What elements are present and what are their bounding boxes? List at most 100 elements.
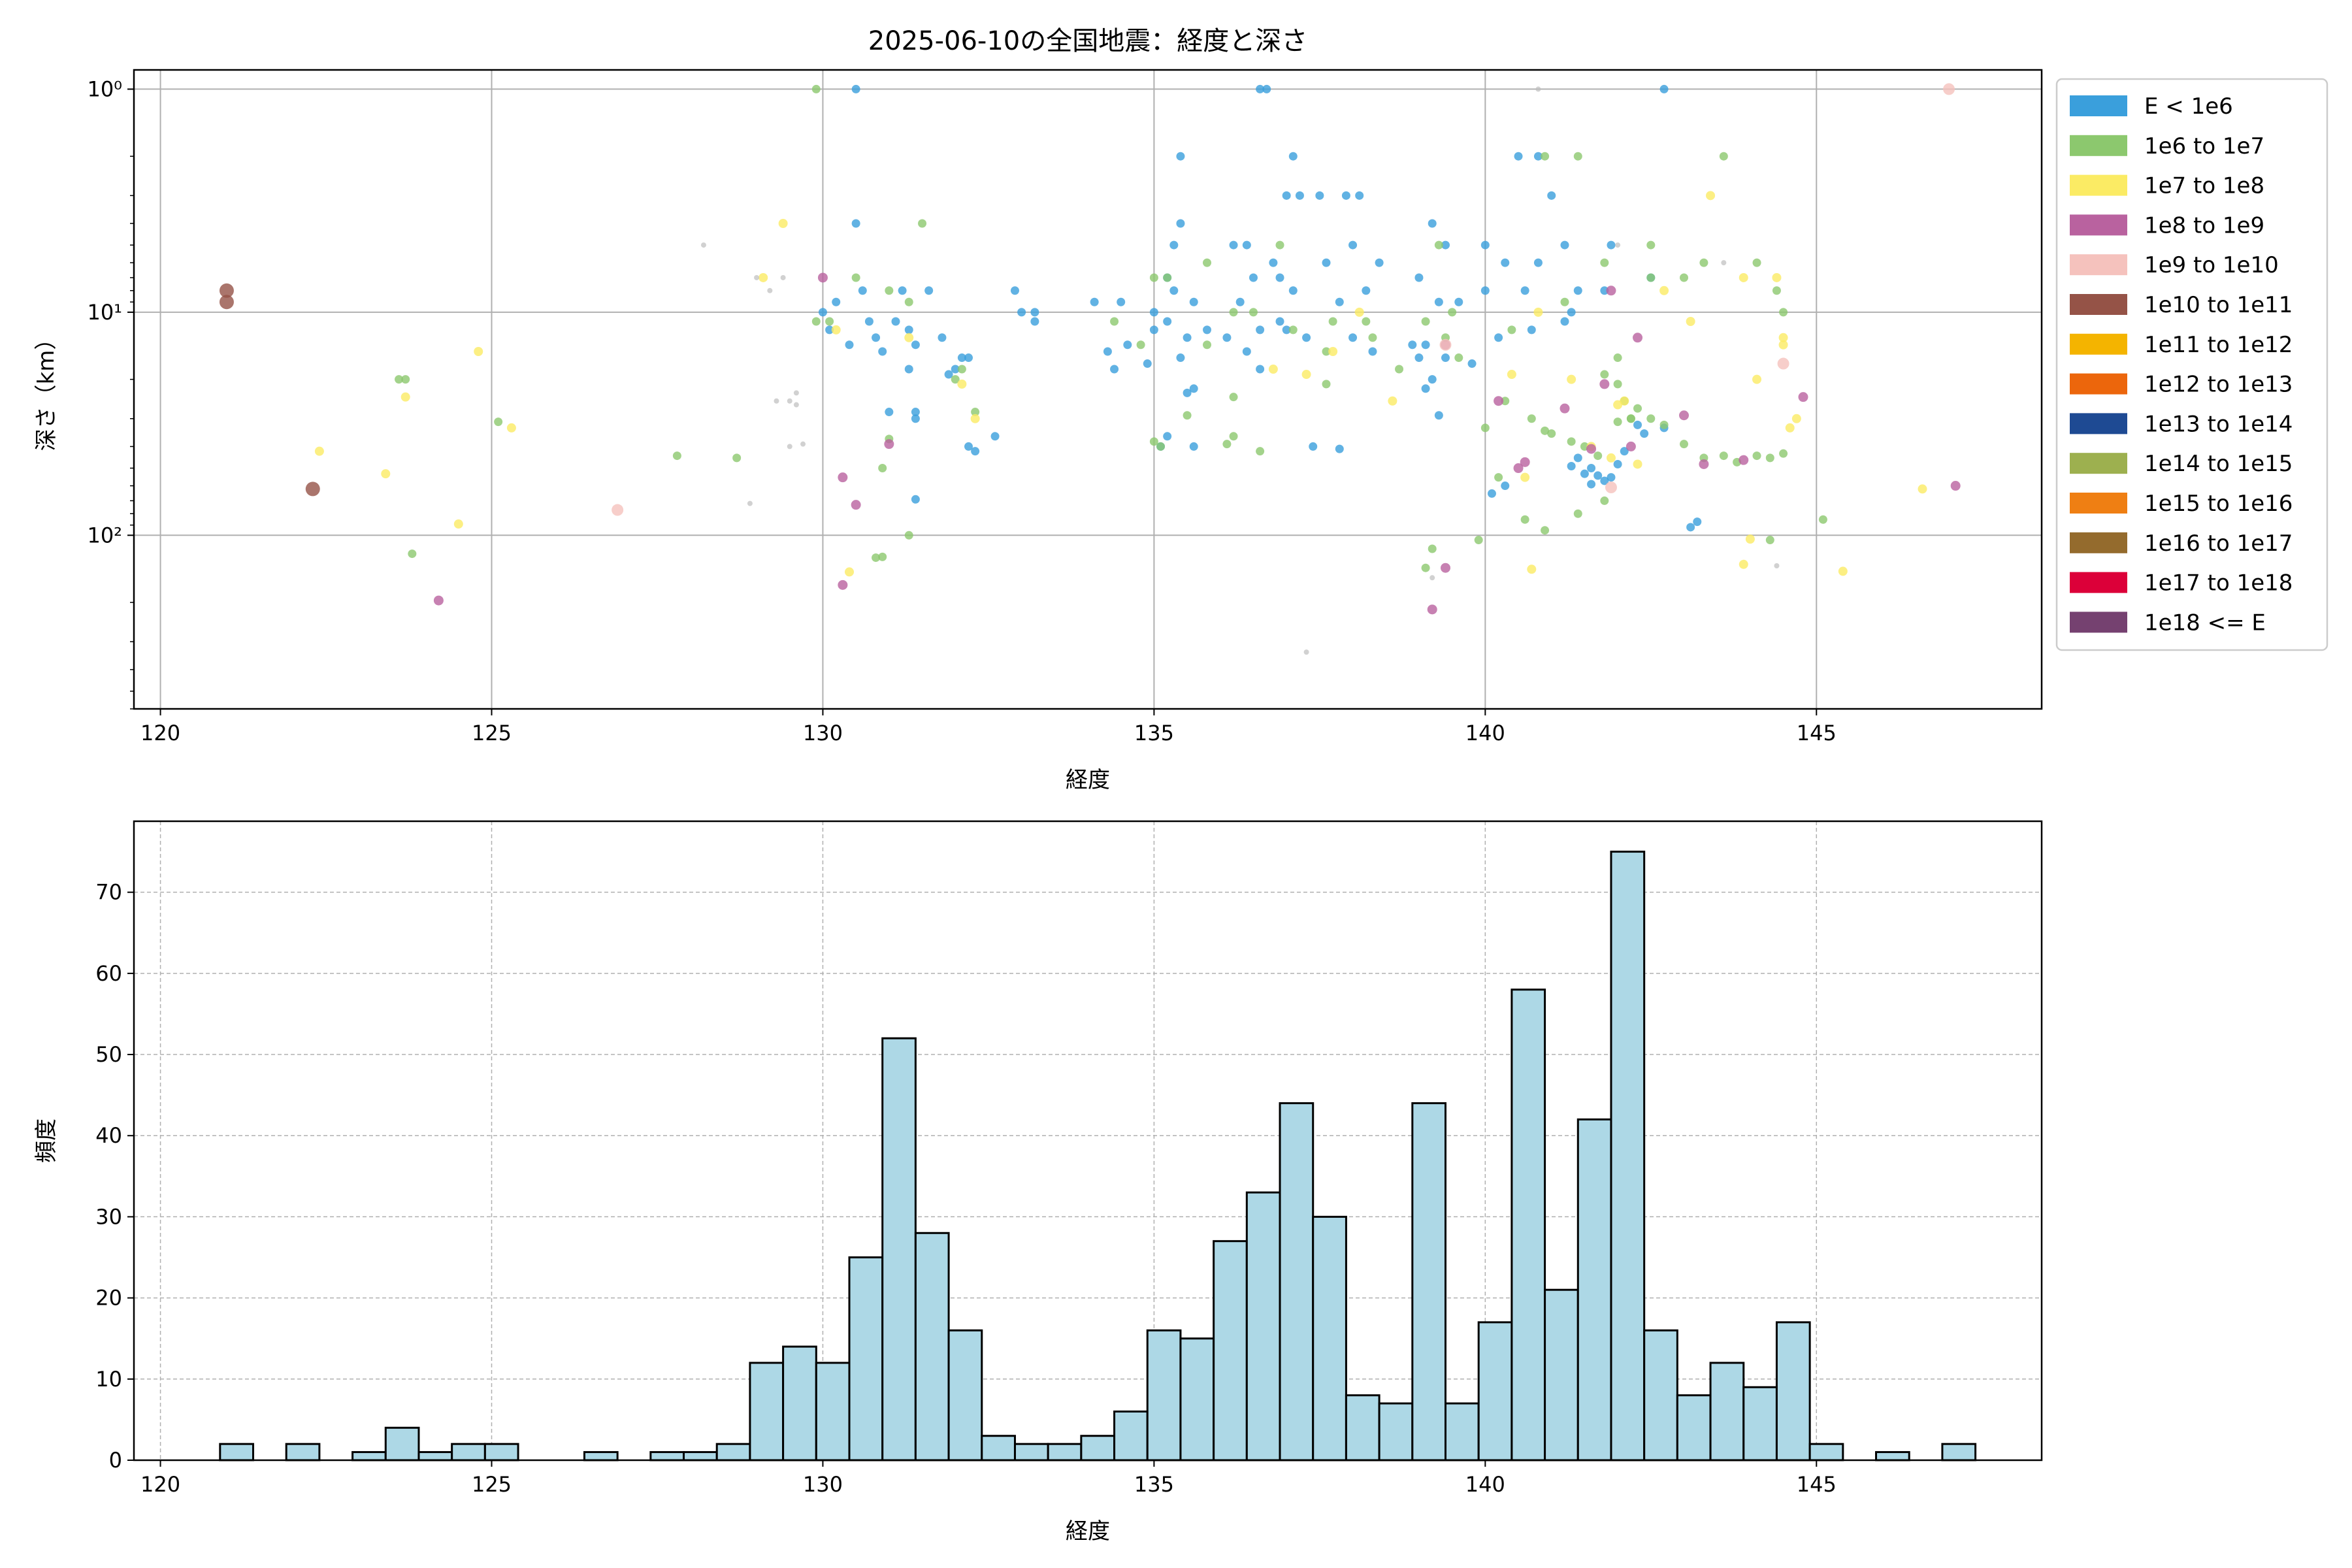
scatter-point <box>1719 451 1728 461</box>
scatter-point <box>1615 242 1621 248</box>
scatter-point <box>904 531 913 540</box>
scatter-point <box>1613 380 1622 389</box>
scatter-point <box>305 482 320 497</box>
histogram-bar <box>1775 1321 1811 1462</box>
scatter-point <box>1156 442 1166 451</box>
scatter-point <box>1362 317 1371 326</box>
scatter-point <box>1183 333 1192 342</box>
scatter-point <box>1354 307 1364 317</box>
scatter-point <box>1143 359 1152 368</box>
scatter-point <box>612 504 624 516</box>
scatter-point <box>1256 325 1265 335</box>
scatter-point <box>800 441 806 447</box>
scatter-point <box>1719 152 1728 161</box>
scatter-point <box>754 274 760 280</box>
scatter-point <box>1288 152 1298 161</box>
scatter-point <box>831 325 841 335</box>
scatter-point <box>506 423 516 433</box>
histogram-y-tick-label: 60 <box>95 961 122 986</box>
histogram-x-tick-label: 120 <box>140 1472 180 1497</box>
histogram-bar <box>1213 1240 1248 1462</box>
scatter-point <box>1560 403 1570 414</box>
scatter-point <box>1421 384 1430 393</box>
scatter-point <box>793 402 799 408</box>
scatter-point <box>787 444 792 449</box>
legend-label: 1e16 to 1e17 <box>2144 531 2293 557</box>
scatter-x-tick-label: 145 <box>1797 721 1837 745</box>
scatter-point <box>1189 442 1198 451</box>
scatter-point <box>1818 515 1827 524</box>
scatter-point <box>1527 325 1536 335</box>
scatter-point <box>957 353 966 363</box>
histogram-bar <box>1411 1102 1447 1462</box>
scatter-x-tick-label: 120 <box>140 721 180 745</box>
histogram-bar <box>1544 1288 1579 1462</box>
scatter-point <box>1203 340 1211 350</box>
scatter-point <box>1573 152 1582 161</box>
histogram-bar <box>1080 1435 1116 1462</box>
scatter-point <box>904 325 913 335</box>
scatter-point <box>1599 379 1610 389</box>
scatter-point <box>1633 420 1642 429</box>
histogram-bar <box>1179 1337 1215 1462</box>
scatter-point <box>408 549 417 559</box>
scatter-point <box>911 340 920 350</box>
scatter-point <box>1454 353 1463 363</box>
scatter-point <box>1699 459 1709 469</box>
scatter-point <box>1739 559 1748 569</box>
scatter-point <box>219 283 234 298</box>
scatter-point <box>1309 442 1318 451</box>
scatter-point <box>759 272 768 282</box>
scatter-point <box>1235 297 1245 306</box>
scatter-point <box>1779 449 1788 458</box>
scatter-point <box>1322 258 1331 267</box>
legend-swatch <box>2070 493 2127 514</box>
scatter-point <box>1368 333 1377 342</box>
scatter-point <box>700 242 706 248</box>
scatter-point <box>1149 273 1158 282</box>
scatter-point <box>911 495 920 504</box>
histogram-bar <box>1146 1329 1182 1462</box>
scatter-point <box>1189 297 1198 306</box>
scatter-point <box>951 365 960 374</box>
histogram-x-axis-label: 経度 <box>1066 1518 1110 1544</box>
scatter-point <box>1507 325 1516 335</box>
scatter-point <box>1302 333 1311 342</box>
scatter-point <box>1322 347 1331 356</box>
scatter-point <box>1798 392 1808 402</box>
scatter-point <box>1441 353 1450 363</box>
scatter-point <box>911 414 920 423</box>
scatter-point <box>817 272 828 283</box>
scatter-point <box>1315 191 1324 200</box>
scatter-point <box>818 308 827 317</box>
scatter-point <box>1428 375 1437 384</box>
histogram-bar <box>1511 988 1546 1462</box>
scatter-point <box>1249 273 1258 282</box>
histogram-bar <box>1279 1102 1315 1462</box>
scatter-point <box>1421 317 1430 326</box>
histogram-bar <box>1709 1362 1745 1462</box>
histogram-bar <box>351 1451 387 1462</box>
scatter-point <box>938 333 947 342</box>
histogram-bar <box>1013 1443 1049 1462</box>
scatter-point <box>1791 414 1801 423</box>
histogram-bar <box>1445 1402 1480 1462</box>
legend-label: 1e15 to 1e16 <box>2144 491 2293 517</box>
scatter-point <box>778 218 788 228</box>
scatter-point <box>1494 396 1504 406</box>
scatter-point <box>872 553 881 563</box>
scatter-point <box>1335 297 1344 306</box>
histogram-bar <box>1941 1443 1977 1462</box>
scatter-point <box>872 333 881 342</box>
scatter-point <box>1547 191 1556 200</box>
scatter-point <box>1573 509 1582 518</box>
histogram-y-tick-label: 50 <box>95 1042 122 1067</box>
legend-swatch <box>2070 95 2127 116</box>
scatter-point <box>1368 347 1377 356</box>
scatter-point <box>1533 152 1543 161</box>
scatter-point <box>1778 340 1788 350</box>
scatter-point <box>1600 258 1609 267</box>
scatter-point <box>1607 473 1616 482</box>
legend-label: 1e13 to 1e14 <box>2144 411 2293 437</box>
